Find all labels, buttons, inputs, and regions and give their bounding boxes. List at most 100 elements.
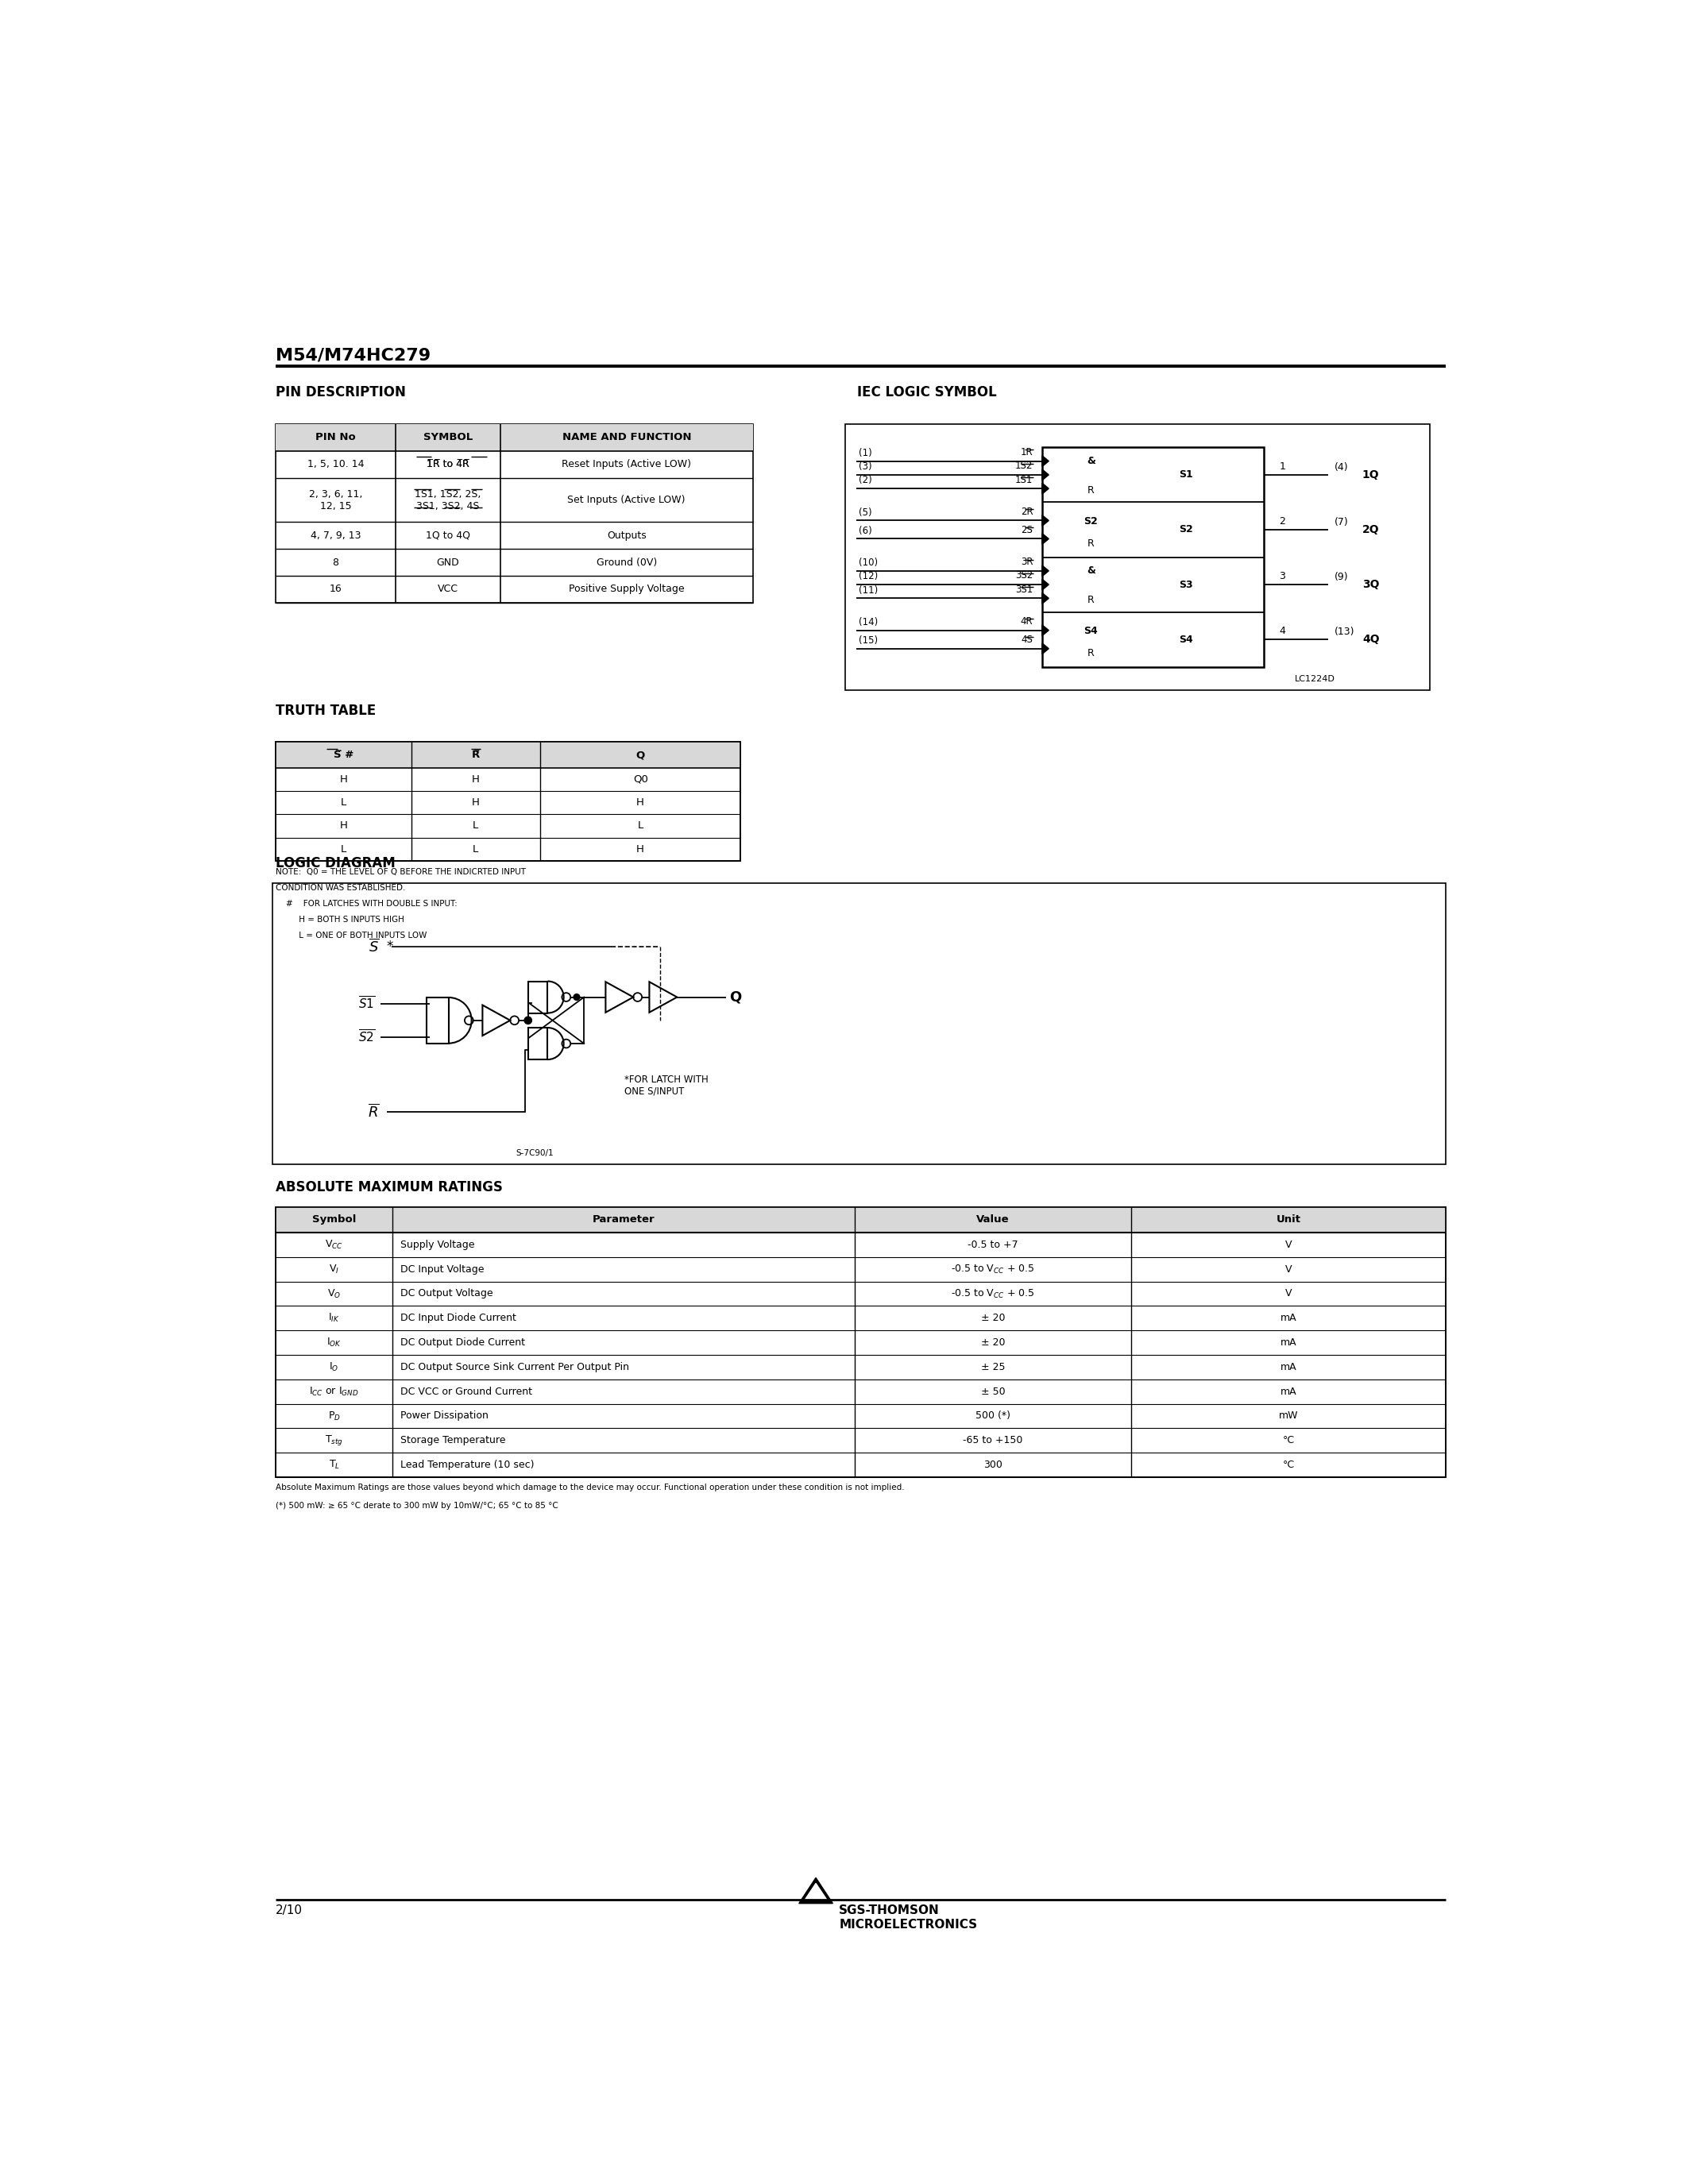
Text: I$_{OK}$: I$_{OK}$ <box>326 1337 341 1350</box>
Text: 500 (*): 500 (*) <box>976 1411 1011 1422</box>
Text: 16: 16 <box>329 583 343 594</box>
Text: (12): (12) <box>859 572 878 581</box>
Text: S3: S3 <box>1180 579 1193 590</box>
Text: Reset Inputs (Active LOW): Reset Inputs (Active LOW) <box>562 459 692 470</box>
Text: ± 25: ± 25 <box>981 1363 1004 1372</box>
Text: 2S: 2S <box>1021 524 1033 535</box>
Text: ± 20: ± 20 <box>981 1313 1004 1324</box>
Text: °C: °C <box>1283 1435 1295 1446</box>
Text: 1: 1 <box>1280 461 1285 472</box>
Circle shape <box>525 1018 532 1024</box>
Text: 1Q to 4Q: 1Q to 4Q <box>425 531 471 542</box>
Text: 1S1, 1S2, 2S,
3S1, 3S2, 4S: 1S1, 1S2, 2S, 3S1, 3S2, 4S <box>415 489 481 511</box>
Polygon shape <box>1041 642 1048 655</box>
Text: ± 20: ± 20 <box>981 1337 1004 1348</box>
Text: L: L <box>638 821 643 832</box>
Text: 1, 5, 10. 14: 1, 5, 10. 14 <box>307 459 365 470</box>
Text: Lead Temperature (10 sec): Lead Temperature (10 sec) <box>400 1459 533 1470</box>
Text: S̅ #: S̅ # <box>333 749 353 760</box>
Text: Q: Q <box>636 749 645 760</box>
Text: LC1224D: LC1224D <box>1295 675 1335 684</box>
Text: H: H <box>339 821 348 832</box>
Text: IEC LOGIC SYMBOL: IEC LOGIC SYMBOL <box>858 384 998 400</box>
Text: S1: S1 <box>1180 470 1193 480</box>
Text: V$_{CC}$: V$_{CC}$ <box>326 1238 343 1251</box>
Text: TRUTH TABLE: TRUTH TABLE <box>275 703 376 719</box>
Text: -65 to +150: -65 to +150 <box>962 1435 1023 1446</box>
Text: $\overline{S}$: $\overline{S}$ <box>368 939 380 954</box>
Text: Set Inputs (Active LOW): Set Inputs (Active LOW) <box>567 496 685 505</box>
Polygon shape <box>1041 533 1048 544</box>
Text: *FOR LATCH WITH
ONE S/INPUT: *FOR LATCH WITH ONE S/INPUT <box>625 1075 707 1096</box>
Text: ABSOLUTE MAXIMUM RATINGS: ABSOLUTE MAXIMUM RATINGS <box>275 1179 503 1195</box>
Text: 2/10: 2/10 <box>275 1904 302 1918</box>
Text: mA: mA <box>1280 1337 1296 1348</box>
Text: &: & <box>1087 456 1096 465</box>
Text: Power Dissipation: Power Dissipation <box>400 1411 488 1422</box>
Text: S2: S2 <box>1084 515 1097 526</box>
Text: S4: S4 <box>1180 633 1193 644</box>
Bar <box>528 981 547 1013</box>
Text: DC Output Voltage: DC Output Voltage <box>400 1289 493 1299</box>
Text: VCC: VCC <box>437 583 459 594</box>
Text: DC Input Voltage: DC Input Voltage <box>400 1265 484 1275</box>
Text: L = ONE OF BOTH INPUTS LOW: L = ONE OF BOTH INPUTS LOW <box>275 933 427 939</box>
Text: DC Output Diode Current: DC Output Diode Current <box>400 1337 525 1348</box>
Text: 2, 3, 6, 11,
12, 15: 2, 3, 6, 11, 12, 15 <box>309 489 363 511</box>
Text: Positive Supply Voltage: Positive Supply Voltage <box>569 583 684 594</box>
Text: Outputs: Outputs <box>606 531 647 542</box>
Text: R: R <box>1087 537 1094 548</box>
Bar <box>427 998 449 1044</box>
Text: -0.5 to +7: -0.5 to +7 <box>967 1241 1018 1249</box>
Text: mA: mA <box>1280 1387 1296 1398</box>
Text: (11): (11) <box>859 585 878 596</box>
Text: V: V <box>1285 1265 1291 1275</box>
Text: -0.5 to V$_{CC}$ + 0.5: -0.5 to V$_{CC}$ + 0.5 <box>950 1262 1035 1275</box>
Text: Symbol: Symbol <box>312 1214 356 1225</box>
Polygon shape <box>1041 566 1048 577</box>
Text: °C: °C <box>1283 1459 1295 1470</box>
Text: L: L <box>341 843 346 854</box>
Text: 3S2: 3S2 <box>1014 570 1033 581</box>
Text: 4, 7, 9, 13: 4, 7, 9, 13 <box>311 531 361 542</box>
Text: (*) 500 mW: ≥ 65 °C derate to 300 mW by 10mW/°C; 65 °C to 85 °C: (*) 500 mW: ≥ 65 °C derate to 300 mW by … <box>275 1503 559 1509</box>
Text: 3R: 3R <box>1021 557 1033 568</box>
Text: R: R <box>1087 594 1094 605</box>
Text: I$_O$: I$_O$ <box>329 1361 339 1374</box>
Text: R: R <box>1087 649 1094 657</box>
Text: H: H <box>473 775 479 784</box>
Text: S2: S2 <box>1180 524 1193 535</box>
Text: mW: mW <box>1278 1411 1298 1422</box>
Text: (3): (3) <box>859 461 871 472</box>
Text: DC Input Diode Current: DC Input Diode Current <box>400 1313 517 1324</box>
Text: 1̅R̅ to 4̅R̅: 1̅R̅ to 4̅R̅ <box>427 459 469 470</box>
Text: 4R: 4R <box>1021 616 1033 627</box>
Text: 1Q: 1Q <box>1362 470 1379 480</box>
Text: 3S1: 3S1 <box>1014 585 1033 594</box>
Text: PIN DESCRIPTION: PIN DESCRIPTION <box>275 384 405 400</box>
Text: 2R: 2R <box>1021 507 1033 518</box>
Text: L: L <box>473 821 479 832</box>
Polygon shape <box>650 983 677 1013</box>
Text: Parameter: Parameter <box>592 1214 655 1225</box>
Text: *: * <box>387 939 393 954</box>
Text: Absolute Maximum Ratings are those values beyond which damage to the device may : Absolute Maximum Ratings are those value… <box>275 1483 905 1492</box>
Text: V: V <box>1285 1241 1291 1249</box>
Text: 1S2: 1S2 <box>1014 461 1033 472</box>
Text: $\overline{S1}$: $\overline{S1}$ <box>358 996 375 1011</box>
Text: S4: S4 <box>1084 627 1097 636</box>
Circle shape <box>572 994 581 1000</box>
Text: mA: mA <box>1280 1313 1296 1324</box>
Bar <box>275 424 753 603</box>
Text: V$_I$: V$_I$ <box>329 1262 339 1275</box>
Text: Q0: Q0 <box>633 775 648 784</box>
Text: -0.5 to V$_{CC}$ + 0.5: -0.5 to V$_{CC}$ + 0.5 <box>950 1289 1035 1299</box>
Text: 4Q: 4Q <box>1362 633 1379 644</box>
Text: CONDITION WAS ESTABLISHED.: CONDITION WAS ESTABLISHED. <box>275 885 405 891</box>
Bar <box>275 743 741 769</box>
Text: 8: 8 <box>333 557 339 568</box>
Text: (7): (7) <box>1335 518 1349 529</box>
Text: Value: Value <box>976 1214 1009 1225</box>
Text: (2): (2) <box>859 476 873 485</box>
Polygon shape <box>1041 579 1048 590</box>
